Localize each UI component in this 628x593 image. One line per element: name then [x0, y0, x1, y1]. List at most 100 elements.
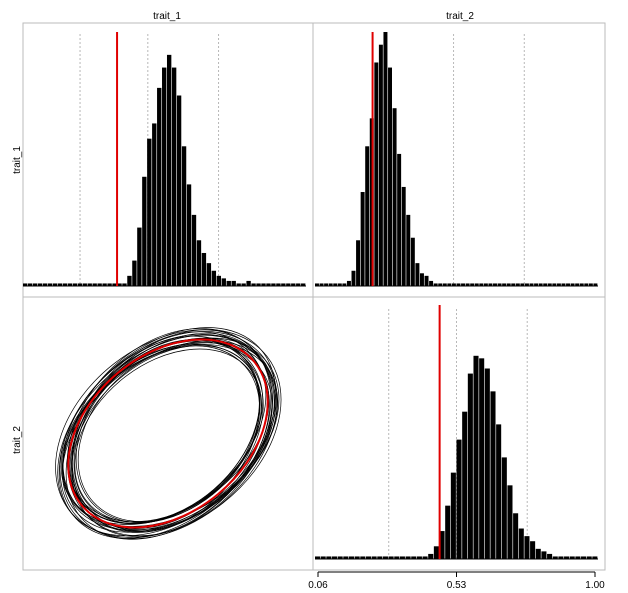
hist-bar-1-8 — [351, 270, 356, 286]
hist-bar-0-21 — [127, 275, 132, 286]
hist-bar-1-15 — [383, 32, 388, 286]
hist-bar-0-44 — [241, 283, 246, 286]
hist-bar-2-2 — [326, 556, 332, 559]
hist-bar-1-61 — [593, 283, 598, 286]
hist-bar-2-26 — [462, 411, 468, 559]
hist-bar-0-29 — [166, 54, 172, 286]
hist-bar-1-16 — [388, 67, 392, 286]
hist-bar-1-38 — [488, 283, 493, 286]
hist-bar-1-58 — [579, 283, 584, 286]
hist-bar-1-55 — [566, 283, 571, 286]
hist-bar-2-16 — [405, 556, 411, 559]
hist-bar-2-44 — [564, 556, 570, 559]
hist-bar-1-19 — [401, 186, 406, 286]
x-tick-label-2: 1.00 — [585, 580, 605, 591]
hist-bar-0-24 — [142, 176, 147, 286]
hist-bar-1-4 — [333, 283, 338, 286]
hist-bar-1-57 — [575, 283, 580, 286]
hist-bar-0-12 — [82, 283, 87, 286]
hist-bar-2-35 — [513, 513, 519, 559]
hist-bar-0-9 — [67, 283, 73, 286]
hist-bar-1-10 — [360, 192, 365, 286]
hist-bar-1-14 — [378, 44, 383, 287]
hist-bar-0-20 — [122, 283, 127, 286]
hist-bar-0-47 — [256, 283, 261, 286]
hist-bar-0-41 — [226, 280, 231, 286]
hist-bar-0-35 — [196, 240, 202, 286]
hist-bar-2-10 — [371, 556, 377, 559]
hist-bar-1-5 — [337, 283, 342, 286]
posterior-mean-markers — [116, 32, 441, 559]
hist-bar-1-44 — [515, 283, 520, 286]
hist-bar-2-24 — [450, 472, 456, 559]
x-tick-label-1: 0.53 — [447, 580, 467, 591]
hist-bar-2-33 — [501, 457, 507, 559]
hist-bar-2-22 — [439, 531, 445, 559]
hist-bar-0-51 — [276, 283, 281, 286]
covariance-ellipses — [55, 327, 282, 540]
sample-ellipse-24 — [71, 345, 261, 525]
hist-bar-2-17 — [411, 556, 417, 559]
hist-bar-0-42 — [231, 280, 236, 286]
sample-ellipse-25 — [71, 329, 272, 537]
hist-bar-1-40 — [497, 283, 502, 286]
column-label-trait-2: trait_2 — [446, 11, 474, 22]
hist-bar-0-28 — [162, 67, 167, 286]
hist-bar-2-19 — [422, 556, 428, 559]
hist-bar-2-29 — [479, 358, 485, 559]
hist-bar-1-49 — [538, 283, 543, 286]
hist-bar-2-34 — [507, 485, 513, 559]
row-label-trait-2: trait_2 — [12, 426, 23, 454]
hist-bar-2-20 — [428, 553, 434, 559]
hist-bar-0-33 — [186, 184, 192, 286]
hist-bar-0-26 — [152, 123, 157, 286]
hist-bar-2-40 — [541, 551, 547, 559]
hist-bar-0-40 — [221, 278, 226, 286]
row-label-trait-1: trait_1 — [12, 146, 23, 174]
hist-bar-1-24 — [424, 275, 429, 286]
hist-bar-1-17 — [392, 108, 397, 286]
hist-bar-1-9 — [356, 240, 361, 286]
hist-bar-1-20 — [406, 214, 411, 286]
hist-bar-2-21 — [433, 546, 439, 559]
hist-bar-2-38 — [530, 541, 536, 559]
hist-bar-2-48 — [586, 556, 592, 559]
hist-bar-2-3 — [331, 556, 338, 559]
hist-bar-0-48 — [261, 283, 266, 286]
hist-bar-1-7 — [346, 280, 351, 286]
hist-bar-1-1 — [319, 283, 324, 286]
hist-bar-2-49 — [592, 556, 598, 559]
hist-bar-0-5 — [47, 283, 53, 286]
hist-bar-1-35 — [474, 283, 479, 286]
sample-ellipse-23 — [62, 340, 277, 533]
hist-bar-0-43 — [236, 283, 241, 286]
hist-bar-0-34 — [191, 214, 197, 286]
hist-bar-0-56 — [301, 283, 306, 286]
hist-bar-1-52 — [552, 283, 557, 286]
hist-bar-0-38 — [211, 270, 217, 286]
hist-bar-0-50 — [271, 283, 276, 286]
hist-bar-2-32 — [496, 424, 502, 559]
hist-bar-2-5 — [343, 556, 349, 559]
hist-bar-1-34 — [470, 283, 475, 286]
hist-bar-1-27 — [438, 283, 443, 286]
hist-bar-0-14 — [92, 283, 97, 286]
hist-bar-1-13 — [374, 62, 379, 287]
hist-bar-1-59 — [584, 283, 589, 286]
hist-bar-2-31 — [490, 391, 496, 559]
hist-bar-2-30 — [484, 368, 490, 559]
hist-bar-2-41 — [547, 553, 553, 559]
hist-bar-1-30 — [451, 283, 456, 286]
hist-bar-0-0 — [23, 283, 28, 286]
x-axis: 0.06 0.53 1.00 — [308, 571, 605, 591]
hist-bar-2-18 — [416, 556, 422, 559]
hist-bar-1-6 — [342, 283, 347, 286]
hist-bar-1-36 — [479, 283, 484, 286]
hist-bar-2-27 — [467, 373, 473, 559]
hist-bar-2-1 — [320, 556, 326, 559]
hist-bar-2-6 — [348, 556, 355, 559]
hist-bar-2-7 — [354, 556, 360, 559]
hist-bar-0-23 — [137, 227, 142, 286]
hist-bar-0-7 — [57, 283, 63, 286]
